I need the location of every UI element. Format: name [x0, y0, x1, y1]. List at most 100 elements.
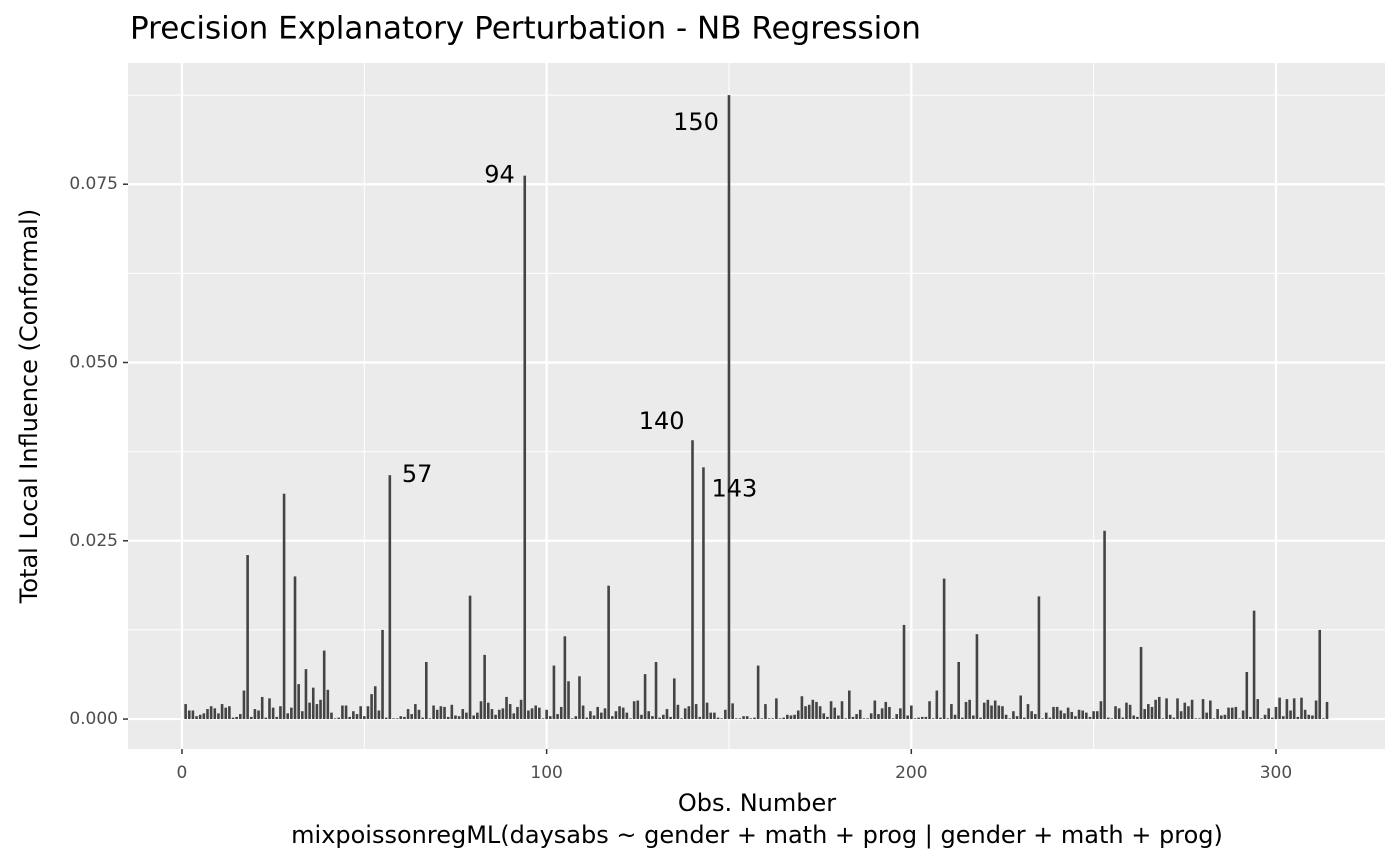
bar — [337, 717, 341, 720]
bar — [246, 555, 249, 720]
bar — [279, 706, 282, 720]
bar — [636, 700, 640, 720]
bar — [1256, 699, 1260, 720]
bar — [833, 707, 837, 720]
bar — [672, 678, 676, 720]
bar — [268, 698, 271, 720]
bar — [1044, 712, 1048, 720]
bar — [913, 718, 917, 720]
bar — [366, 706, 370, 720]
bar — [654, 662, 658, 720]
bar — [1271, 717, 1274, 720]
bar — [461, 709, 465, 720]
bar — [187, 710, 191, 720]
bar — [1110, 718, 1114, 720]
bar — [1216, 709, 1219, 720]
bar — [567, 681, 570, 720]
y-axis-title: Total Local Influence (Conformal) — [15, 209, 43, 604]
bar — [275, 716, 279, 720]
bar — [505, 696, 508, 720]
bar — [468, 595, 472, 720]
bar — [844, 718, 847, 720]
bar — [443, 706, 446, 720]
bar — [596, 706, 599, 720]
bar — [315, 704, 319, 720]
bar — [432, 705, 435, 720]
bar — [924, 716, 928, 720]
bar — [964, 701, 968, 720]
bar — [1081, 710, 1084, 720]
bar — [986, 699, 990, 720]
bar — [1318, 629, 1322, 720]
bar — [202, 713, 206, 720]
point-label: 143 — [711, 474, 757, 502]
bar — [811, 699, 815, 720]
bar — [858, 709, 862, 720]
point-labels: 57 94 140 143 150 — [402, 108, 757, 502]
bar — [239, 714, 242, 720]
bar — [935, 690, 939, 720]
bar — [508, 704, 512, 720]
bar — [534, 705, 537, 720]
bar — [873, 700, 877, 720]
bar — [1187, 706, 1190, 720]
bar — [1125, 702, 1128, 720]
bar — [1183, 702, 1187, 720]
bar — [282, 493, 286, 720]
bar — [1260, 718, 1263, 720]
bar — [971, 715, 975, 720]
bar — [249, 716, 253, 720]
bar — [479, 701, 483, 720]
bar — [1106, 717, 1110, 720]
chart-title: Precision Explanatory Perturbation - NB … — [130, 11, 921, 47]
bar — [775, 698, 778, 720]
bar — [625, 712, 629, 720]
bar — [450, 704, 454, 720]
bar — [399, 716, 403, 720]
point-label: 150 — [673, 108, 719, 136]
bar — [815, 701, 818, 720]
bar — [698, 716, 702, 720]
x-tick-label: 100 — [530, 763, 562, 783]
bar — [694, 704, 698, 720]
bar — [840, 701, 844, 720]
bar — [1154, 699, 1157, 720]
bar — [1307, 714, 1311, 720]
bar — [228, 706, 231, 720]
bar — [1015, 716, 1019, 720]
bar — [414, 704, 417, 720]
bar — [880, 708, 884, 720]
bar — [1092, 711, 1095, 720]
bar — [1296, 716, 1300, 720]
bar — [512, 713, 516, 720]
bar — [1023, 717, 1026, 720]
bar — [286, 713, 290, 720]
bar — [756, 665, 760, 720]
bar — [1281, 716, 1285, 720]
bars — [184, 95, 1329, 720]
bar — [501, 708, 505, 720]
bar — [417, 709, 421, 720]
bar — [1099, 701, 1103, 720]
bar — [439, 706, 443, 720]
bar — [1114, 706, 1117, 720]
bar — [968, 699, 971, 720]
bar — [848, 690, 851, 720]
bar — [778, 718, 782, 720]
bar — [1150, 706, 1154, 720]
bar — [720, 718, 723, 720]
bar — [1278, 697, 1281, 720]
bar — [1172, 717, 1176, 720]
bar — [304, 669, 308, 720]
bar — [982, 702, 986, 720]
bar — [264, 717, 268, 720]
y-tick-label: 0.000 — [69, 709, 118, 729]
bar — [1205, 712, 1208, 720]
bar — [651, 716, 654, 720]
bar — [680, 718, 683, 720]
bar — [301, 711, 304, 720]
bar — [363, 716, 366, 720]
bar — [472, 715, 476, 720]
bar — [392, 718, 395, 720]
